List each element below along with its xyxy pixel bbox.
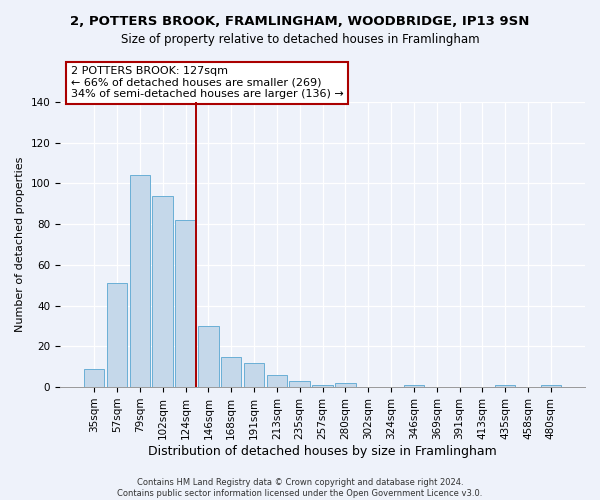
Bar [107, 284, 127, 387]
Bar [495, 385, 515, 387]
Bar [198, 326, 218, 387]
Text: 2, POTTERS BROOK, FRAMLINGHAM, WOODBRIDGE, IP13 9SN: 2, POTTERS BROOK, FRAMLINGHAM, WOODBRIDG… [70, 15, 530, 28]
Bar [289, 381, 310, 387]
Bar [221, 356, 241, 387]
Bar [130, 176, 150, 387]
Text: 2 POTTERS BROOK: 127sqm
← 66% of detached houses are smaller (269)
34% of semi-d: 2 POTTERS BROOK: 127sqm ← 66% of detache… [71, 66, 343, 99]
Y-axis label: Number of detached properties: Number of detached properties [15, 157, 25, 332]
Bar [404, 385, 424, 387]
Bar [152, 196, 173, 387]
X-axis label: Distribution of detached houses by size in Framlingham: Distribution of detached houses by size … [148, 444, 497, 458]
Bar [541, 385, 561, 387]
Text: Contains HM Land Registry data © Crown copyright and database right 2024.
Contai: Contains HM Land Registry data © Crown c… [118, 478, 482, 498]
Bar [312, 385, 333, 387]
Bar [84, 369, 104, 387]
Bar [244, 362, 264, 387]
Bar [266, 375, 287, 387]
Bar [335, 383, 356, 387]
Text: Size of property relative to detached houses in Framlingham: Size of property relative to detached ho… [121, 32, 479, 46]
Bar [175, 220, 196, 387]
